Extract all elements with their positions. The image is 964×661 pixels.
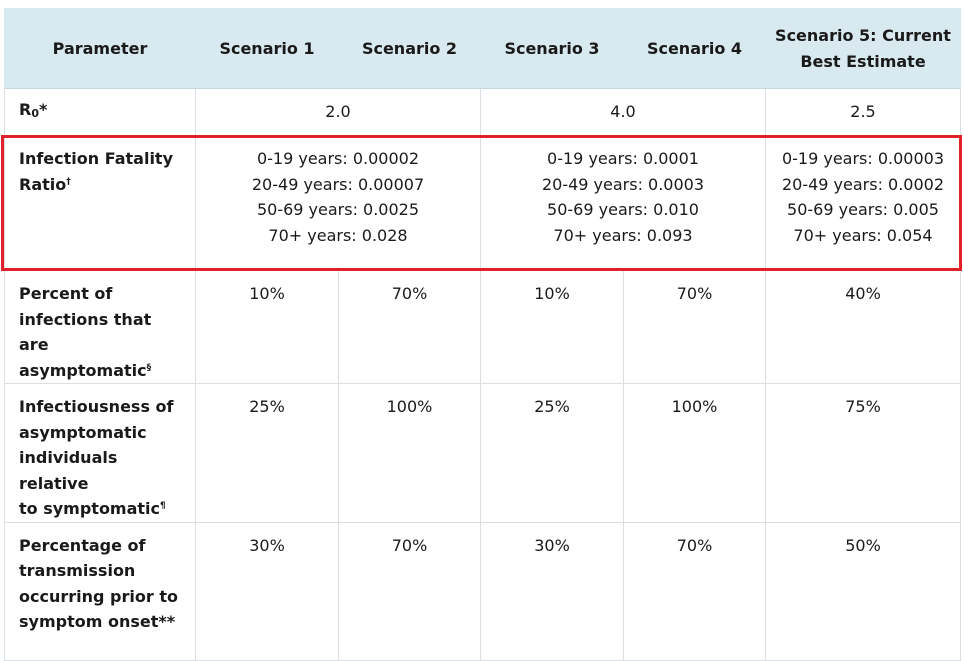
asym-label-line2: infections that are (19, 309, 152, 355)
header-parameter: Parameter (4, 8, 196, 89)
ifr-s34-line: 20-49 years: 0.0003 (541, 174, 705, 194)
asym-value-s4: 70% (623, 270, 766, 384)
ifr-s34-line: 50-69 years: 0.010 (547, 200, 699, 219)
infect-label-line4: to symptomatic (19, 499, 161, 518)
row-label-transmission: Percentage of transmission occurring pri… (4, 521, 196, 661)
ifr-s5-line: 20-49 years: 0.0002 (781, 174, 945, 194)
trans-value-s3: 30% (480, 521, 624, 661)
trans-label-line4: symptom onset (19, 612, 159, 631)
trans-label-line1: Percentage of (19, 535, 146, 555)
header-scenario-2: Scenario 2 (338, 8, 481, 89)
infect-label-line3: individuals relative (19, 448, 118, 493)
header-scenario-3: Scenario 3 (480, 8, 624, 89)
ifr-s12-line: 0-19 years: 0.00002 (256, 149, 420, 168)
asym-value-s1: 10% (195, 270, 339, 384)
ifr-s12-line: 20-49 years: 0.00007 (251, 174, 425, 194)
ifr-value-s5: 0-19 years: 0.00003 20-49 years: 0.0002 … (765, 135, 961, 271)
infect-label-mark: ¶ (160, 501, 166, 511)
trans-value-s1: 30% (195, 521, 339, 661)
infect-label-line1: Infectiousness of (19, 397, 174, 416)
trans-value-s4: 70% (623, 521, 766, 661)
infect-value-s5: 75% (765, 383, 961, 523)
trans-label-line2: transmission (19, 561, 136, 580)
r0-label-main: R (19, 100, 32, 120)
ifr-value-s12: 0-19 years: 0.00002 20-49 years: 0.00007… (195, 135, 481, 271)
infect-label-line2: asymptomatic (19, 422, 147, 442)
header-scenario-5-line1: Scenario 5: Current (775, 25, 951, 45)
asym-value-s3: 10% (480, 270, 624, 384)
ifr-s12-line: 50-69 years: 0.0025 (256, 200, 420, 219)
table-row-ifr: Infection Fatality Ratio† 0-19 years: 0.… (4, 135, 961, 271)
row-label-r0: R0* (4, 88, 196, 136)
ifr-s5-line: 0-19 years: 0.00003 (781, 149, 945, 168)
ifr-label-line1: Infection Fatality (19, 149, 174, 168)
ifr-s34-line: 0-19 years: 0.0001 (547, 149, 699, 168)
row-label-asymptomatic: Percent of infections that are asymptoma… (4, 270, 196, 384)
infect-value-s4: 100% (623, 383, 766, 523)
infect-value-s3: 25% (480, 383, 624, 523)
r0-value-s34: 4.0 (480, 88, 766, 136)
infect-value-s2: 100% (338, 383, 481, 523)
scenarios-table: Parameter Scenario 1 Scenario 2 Scenario… (4, 8, 961, 661)
header-scenario-1: Scenario 1 (195, 8, 339, 89)
asym-label-line1: Percent of (19, 284, 113, 303)
asym-value-s5: 40% (765, 270, 961, 384)
row-label-ifr: Infection Fatality Ratio† (4, 135, 196, 271)
header-scenario-4: Scenario 4 (623, 8, 766, 89)
trans-value-s2: 70% (338, 521, 481, 661)
table-row-asymptomatic: Percent of infections that are asymptoma… (4, 270, 961, 384)
ifr-label-mark: † (66, 176, 71, 187)
header-scenario-5-line2: Best Estimate (800, 51, 926, 71)
trans-label-line3: occurring prior to (19, 586, 178, 606)
ifr-s5-line: 50-69 years: 0.005 (787, 200, 939, 219)
asym-label-line3: asymptomatic (19, 360, 147, 380)
table-row-infectiousness: Infectiousness of asymptomatic individua… (4, 383, 961, 523)
asym-label-mark: § (146, 362, 152, 373)
row-label-infectiousness: Infectiousness of asymptomatic individua… (4, 383, 196, 523)
header-scenario-5: Scenario 5: Current Best Estimate (765, 8, 961, 89)
table-row-r0: R0* 2.0 4.0 2.5 (4, 88, 961, 136)
ifr-s5-line: 70+ years: 0.054 (793, 225, 933, 245)
r0-label-mark: * (38, 100, 48, 120)
ifr-label-line2: Ratio (19, 174, 67, 194)
table-row-transmission: Percentage of transmission occurring pri… (4, 521, 961, 661)
infect-value-s1: 25% (195, 383, 339, 523)
ifr-s12-line: 70+ years: 0.028 (268, 225, 408, 245)
ifr-s34-line: 70+ years: 0.093 (553, 225, 693, 245)
ifr-value-s34: 0-19 years: 0.0001 20-49 years: 0.0003 5… (480, 135, 766, 271)
asym-value-s2: 70% (338, 270, 481, 384)
r0-value-s5: 2.5 (765, 88, 961, 136)
trans-label-mark: ** (158, 612, 176, 631)
header-row: Parameter Scenario 1 Scenario 2 Scenario… (4, 8, 961, 89)
r0-value-s12: 2.0 (195, 88, 481, 136)
trans-value-s5: 50% (765, 521, 961, 661)
r0-label-sub: 0 (31, 107, 39, 121)
